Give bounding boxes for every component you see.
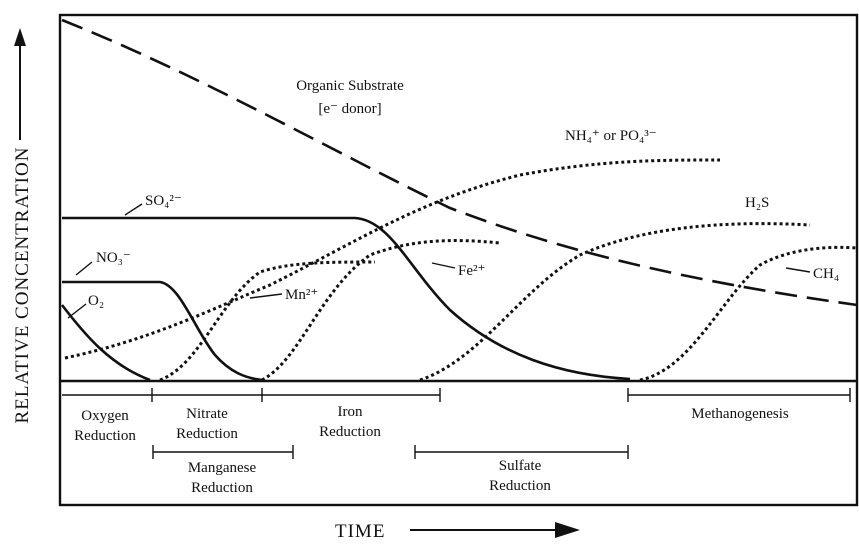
nutrient-label: NH₄⁺ or PO₄³⁻ <box>565 128 657 144</box>
y-axis-label: RELATIVE CONCENTRATION <box>12 147 33 424</box>
y-arrowhead <box>14 28 26 46</box>
zone-label: Reduction <box>176 426 238 442</box>
oxygen-label: O₂ <box>88 293 104 309</box>
zone-label: Sulfate <box>499 458 542 474</box>
iron-curve <box>261 239 501 382</box>
methane-label: CH₄ <box>813 266 839 282</box>
sulfate-curve <box>62 216 631 381</box>
zone-brackets <box>62 388 851 459</box>
zone-label: Manganese <box>188 460 257 476</box>
iron-label: Fe²⁺ <box>458 263 485 279</box>
sulfate-label: SO₄²⁻ <box>145 193 182 209</box>
organic-label: [e⁻ donor] <box>318 101 381 117</box>
zone-label: Reduction <box>74 428 136 444</box>
zone-label: Reduction <box>319 424 381 440</box>
zone-label: Iron <box>338 404 363 420</box>
x-arrowhead <box>555 522 580 538</box>
zone-label: Methanogenesis <box>691 406 789 422</box>
frame <box>58 13 859 507</box>
x-axis-label: TIME <box>335 521 385 542</box>
sulfide-curve <box>419 222 811 382</box>
methane-curve <box>639 245 858 382</box>
leaders <box>67 203 811 319</box>
manganese-label: Mn²⁺ <box>285 287 318 303</box>
organic-curve <box>61 18 858 307</box>
nitrate-label: NO₃⁻ <box>96 250 131 266</box>
zone-label: Oxygen <box>81 408 129 424</box>
zone-label: Reduction <box>191 480 253 496</box>
nitrate-curve <box>62 280 263 382</box>
organic-label: Organic Substrate <box>296 78 404 94</box>
oxygen-curve <box>60 304 151 382</box>
zone-label: Nitrate <box>186 406 228 422</box>
zone-labels: Oxygen Reduction Nitrate Reduction Iron Reduc… <box>74 404 789 496</box>
sulfide-label: H₂S <box>745 195 769 211</box>
manganese-curve <box>159 260 376 382</box>
nutrient-curve <box>64 158 721 360</box>
zone-label: Reduction <box>489 478 551 494</box>
